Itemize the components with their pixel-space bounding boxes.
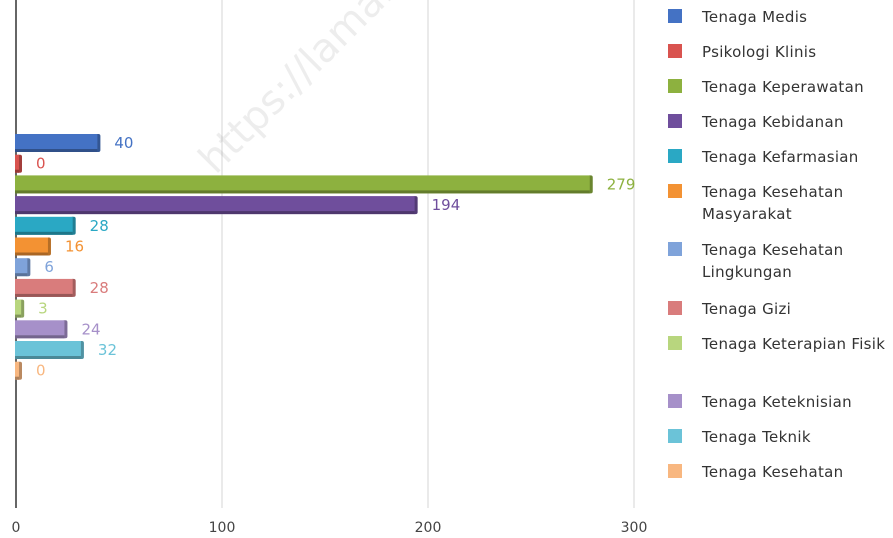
legend-swatch	[668, 184, 682, 198]
legend-item: Tenaga Kesehatan Lingkungan	[668, 239, 887, 283]
legend-swatch	[668, 114, 682, 128]
grid-lines	[15, 0, 635, 508]
legend-item: Tenaga Kebidanan	[668, 111, 887, 133]
legend-item: Tenaga Medis	[668, 6, 887, 28]
legend-item: Tenaga Keperawatan	[668, 76, 887, 98]
bar-value-label: 279	[607, 175, 636, 193]
legend-label: Tenaga Kesehatan	[702, 463, 844, 481]
legend-item: Tenaga Keteknisian	[668, 391, 887, 413]
legend-label: Tenaga Kebidanan	[702, 113, 844, 131]
bar-value-label: 40	[114, 134, 133, 152]
x-tick-label: 0	[12, 520, 21, 536]
legend-item: Tenaga Teknik	[668, 426, 887, 448]
bar-value-label: 24	[81, 320, 100, 338]
bar	[15, 154, 22, 173]
legend-label: Tenaga Kesehatan Masyarakat	[702, 183, 844, 223]
bar	[15, 175, 593, 194]
legend-swatch	[668, 242, 682, 256]
x-tick-label: 100	[209, 520, 236, 536]
legend-item: Tenaga Kefarmasian	[668, 146, 887, 168]
legend-label: Psikologi Klinis	[702, 43, 817, 61]
bar	[15, 320, 68, 339]
legend-swatch	[668, 394, 682, 408]
legend-label: Tenaga Keperawatan	[702, 78, 864, 96]
legend-label: Tenaga Kefarmasian	[702, 148, 859, 166]
bar	[15, 237, 51, 256]
bar-value-label: 0	[36, 362, 46, 380]
bars	[15, 134, 593, 380]
legend-swatch	[668, 336, 682, 350]
legend-swatch	[668, 301, 682, 315]
bar	[15, 299, 25, 318]
bar-value-label: 32	[98, 341, 117, 359]
legend-label: Tenaga Medis	[702, 8, 808, 26]
legend-item: Tenaga Kesehatan Masyarakat	[668, 181, 887, 225]
bar	[15, 361, 22, 380]
legend-label: Tenaga Gizi	[702, 300, 792, 318]
legend-label: Tenaga Teknik	[702, 428, 811, 446]
bar	[15, 258, 31, 277]
legend-item: Tenaga Gizi	[668, 298, 887, 320]
x-axis-ticks: 0 100 200 300	[12, 520, 648, 536]
legend-swatch	[668, 429, 682, 443]
bar-chart: 40 0 279 194 28 16 6 28 3 24 32 0 0 100 200 300	[12, 0, 648, 536]
bar-value-label: 194	[432, 196, 461, 214]
legend-swatch	[668, 79, 682, 93]
bar	[15, 134, 101, 152]
bar	[15, 216, 76, 235]
legend-item: Psikologi Klinis	[668, 41, 887, 63]
bar-value-label: 28	[90, 279, 109, 297]
data-labels: 40 0 279 194 28 16 6 28 3 24 32 0	[36, 134, 635, 380]
bar-value-label: 0	[36, 155, 46, 173]
legend-label: Tenaga Keteknisian	[702, 393, 852, 411]
bar-value-label: 3	[38, 300, 48, 318]
legend-item: Tenaga Keterapian Fisik	[668, 333, 887, 355]
legend-swatch	[668, 9, 682, 23]
bar-value-label: 16	[65, 238, 84, 256]
bar	[15, 278, 76, 297]
bar-value-label: 28	[90, 217, 109, 235]
legend-swatch	[668, 464, 682, 478]
bar	[15, 196, 418, 215]
x-tick-label: 200	[415, 520, 442, 536]
legend-item: Tenaga Kesehatan	[668, 461, 887, 483]
x-tick-label: 300	[621, 520, 648, 536]
legend-label: Tenaga Keterapian Fisik	[702, 335, 886, 353]
legend-swatch	[668, 44, 682, 58]
bar	[15, 341, 84, 359]
legend-label: Tenaga Kesehatan Lingkungan	[702, 241, 844, 281]
bar-value-label: 6	[44, 258, 54, 276]
legend-swatch	[668, 149, 682, 163]
